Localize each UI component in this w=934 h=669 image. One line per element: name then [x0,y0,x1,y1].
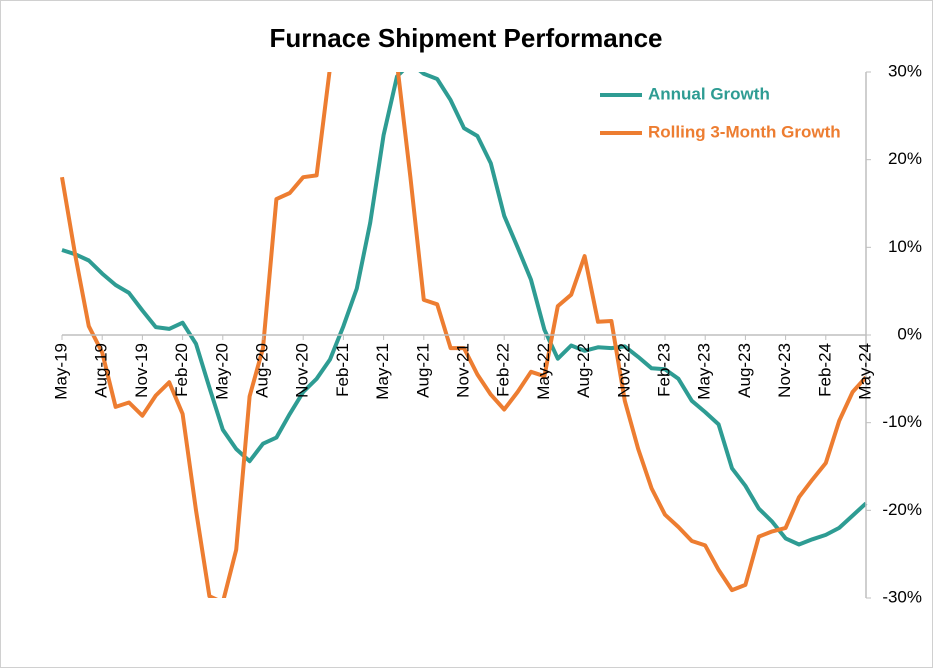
x-tick-label: Aug-21 [413,343,432,398]
x-tick-label: Feb-24 [815,343,834,397]
y-tick-label: -20% [882,500,922,519]
x-tick-label: Nov-19 [132,343,151,398]
x-tick-label: Aug-19 [92,343,111,398]
y-tick-label: 20% [888,149,922,168]
x-tick-label: Nov-22 [614,343,633,398]
legend-label: Annual Growth [648,84,770,103]
x-tick-label: May-19 [51,343,70,400]
x-tick-label: Nov-23 [775,343,794,398]
x-tick-label: May-21 [373,343,392,400]
x-tick-label: Aug-22 [574,343,593,398]
series-line [60,72,868,598]
x-tick-label: Nov-21 [453,343,472,398]
y-tick-label: 0% [897,324,922,343]
plot-area [60,72,868,598]
x-tick-label: Feb-23 [654,343,673,397]
chart-title: Furnace Shipment Performance [270,23,663,53]
x-tick-label: Feb-21 [333,343,352,397]
x-tick-label: Aug-20 [252,343,271,398]
x-tick-label: May-20 [212,343,231,400]
x-tick-label: Feb-22 [494,343,513,397]
y-tick-label: 10% [888,237,922,256]
x-tick-label: May-22 [534,343,553,400]
x-tick-label: Feb-20 [172,343,191,397]
series-line [61,72,868,547]
y-tick-label: 30% [888,61,922,80]
x-tick-label: Aug-23 [735,343,754,398]
y-tick-label: -30% [882,587,922,606]
x-tick-label: May-24 [855,343,874,400]
y-tick-label: -10% [882,412,922,431]
x-tick-label: May-23 [695,343,714,400]
legend-label: Rolling 3-Month Growth [648,122,841,141]
x-tick-label: Nov-20 [293,343,312,398]
